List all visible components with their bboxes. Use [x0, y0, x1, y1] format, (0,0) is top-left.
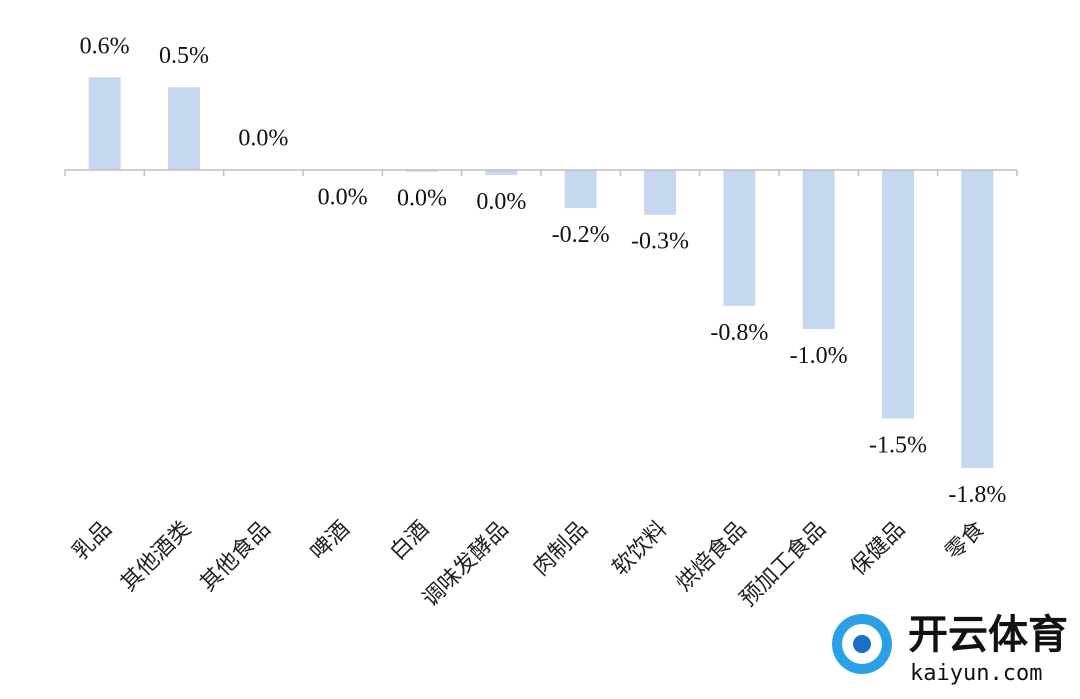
data-label: 0.0% — [397, 186, 447, 212]
x-tick-label: 肉制品 — [528, 516, 592, 580]
data-label: 0.0% — [318, 184, 368, 210]
data-label: 0.0% — [238, 126, 288, 152]
data-label: 0.6% — [80, 33, 130, 59]
bar — [644, 170, 676, 215]
x-tick-label: 其他食品 — [195, 516, 275, 596]
data-label: -1.8% — [948, 482, 1006, 508]
data-label: -0.2% — [552, 222, 610, 248]
x-tick-label: 乳品 — [67, 516, 116, 565]
data-label: 0.0% — [476, 189, 526, 215]
x-tick-label: 调味发酵品 — [417, 516, 512, 611]
x-tick-label: 零食 — [940, 516, 989, 565]
x-tick-label: 烘焙食品 — [671, 516, 751, 596]
x-tick-label: 软饮料 — [607, 516, 671, 580]
bar — [882, 170, 914, 419]
bar — [168, 87, 200, 170]
bar — [88, 77, 121, 170]
logo-dot — [853, 635, 871, 653]
x-tick-label: 保健品 — [845, 516, 909, 580]
bar — [485, 170, 518, 175]
data-label: 0.5% — [159, 43, 209, 69]
x-tick-label: 其他酒类 — [116, 516, 196, 596]
bar — [564, 170, 597, 209]
bar — [406, 170, 438, 172]
data-label: -0.3% — [631, 229, 689, 255]
data-label: -1.5% — [869, 432, 927, 458]
x-tick-label: 啤酒 — [305, 516, 354, 565]
x-tick-label: 预加工食品 — [735, 516, 830, 611]
bar — [802, 170, 835, 329]
data-label: -0.8% — [710, 320, 768, 346]
watermark-url: kaiyun.com — [910, 661, 1042, 686]
x-tick-label: 白酒 — [385, 516, 434, 565]
bar — [961, 170, 994, 469]
data-label: -1.0% — [790, 343, 848, 369]
watermark: 开云体育 kaiyun.com — [832, 612, 1068, 686]
bar — [723, 170, 756, 306]
watermark-name: 开云体育 — [908, 612, 1068, 658]
